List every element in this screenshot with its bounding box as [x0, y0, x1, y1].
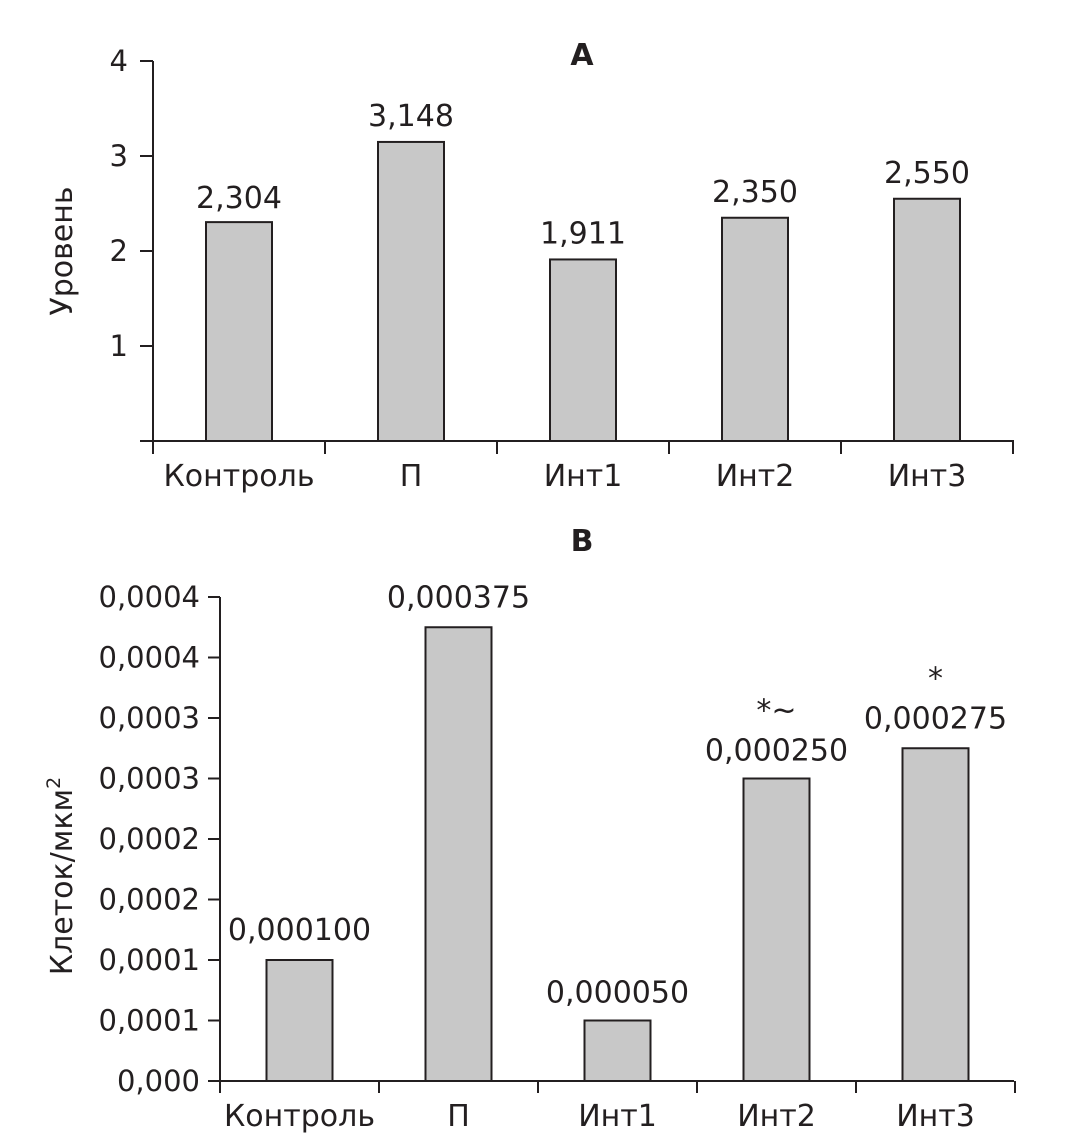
panel-a-data-label: 2,350: [712, 175, 798, 210]
panel-a-category-label: Инт1: [544, 459, 623, 494]
panel-a-data-labels: 2,304 3,148 1,911 2,350 2,550: [196, 99, 970, 252]
panel-a-bar: [721, 216, 789, 442]
panel-b-bars: [265, 626, 970, 1082]
panel-a-y-axis-label: Уровень: [45, 186, 80, 315]
panel-a-bars: [205, 140, 961, 442]
panel-a-data-label: 2,304: [196, 181, 282, 216]
panel-b-data-label: 0,000250: [705, 734, 848, 769]
panel-b-x-ticks: [219, 1081, 1016, 1093]
panel-b-title: B: [571, 524, 594, 559]
panel-b-annotations: *~ *: [756, 661, 943, 728]
panel-b-category-label: Инт3: [896, 1099, 975, 1134]
panel-a-y-tick-label: 3: [110, 139, 128, 173]
panel-a-category-label: П: [400, 459, 423, 494]
panel-b-y-axis-label-text: Клеток/мкм: [45, 789, 80, 975]
panel-a-data-label: 2,550: [884, 156, 970, 191]
panel-b-bar: [583, 1019, 652, 1082]
panel-b-y-tick-label: 0,0004: [99, 641, 200, 675]
panel-a-chart: A Уровень 1 2 3 4 2,304 3,148 1,911 2,350 2,550…: [45, 38, 1014, 494]
panel-a-bar: [549, 258, 617, 442]
panel-b-significance-marker: *~: [756, 694, 796, 729]
panel-a-x-ticks: [152, 441, 1014, 454]
panel-b-bar: [265, 959, 334, 1082]
panel-b-bar: [901, 747, 970, 1082]
panel-a-category-label: Инт2: [716, 459, 795, 494]
panel-a-bar: [893, 197, 961, 442]
panel-b-data-label: 0,000275: [864, 701, 1007, 736]
panel-a-y-tick-label: 1: [110, 329, 128, 363]
panel-b-category-labels: Контроль П Инт1 Инт2 Инт3: [224, 1099, 975, 1134]
panel-a-category-label: Инт3: [888, 459, 967, 494]
panel-a-data-label: 3,148: [368, 99, 454, 134]
panel-b-y-tick-label: 0,0001: [99, 943, 200, 977]
panel-b-y-tick-label: 0,000: [117, 1064, 200, 1098]
panel-b-y-ticks: 0,000 0,0001 0,0001 0,0002 0,0002 0,0003 0,000…: [99, 580, 220, 1098]
panel-b-y-tick-label: 0,0001: [99, 1004, 200, 1038]
panel-a-data-label: 1,911: [540, 216, 626, 251]
panel-b-bar: [742, 777, 811, 1082]
panel-b-y-tick-label: 0,0002: [99, 822, 200, 856]
panel-a-y-tick-label: 4: [110, 44, 128, 78]
panel-b-category-label: Инт1: [578, 1099, 657, 1134]
panel-b-category-label: П: [447, 1099, 470, 1134]
panel-a-category-label: Контроль: [164, 459, 315, 494]
panel-b-data-label: 0,000050: [546, 976, 689, 1011]
panel-b-y-tick-label: 0,0002: [99, 883, 200, 917]
panel-a-category-labels: Контроль П Инт1 Инт2 Инт3: [164, 459, 967, 494]
panel-b-bar: [424, 626, 493, 1082]
panel-a-bar: [377, 140, 445, 442]
panel-b-category-label: Инт2: [737, 1099, 816, 1134]
panel-b-y-tick-label: 0,0003: [99, 762, 200, 796]
panel-b-category-label: Контроль: [224, 1099, 375, 1134]
panel-a-y-tick-label: 2: [110, 234, 128, 268]
panel-b-data-label: 0,000100: [228, 913, 371, 948]
panel-b-y-axis-label-superscript: 2: [43, 777, 65, 789]
panel-a-y-ticks: 1 2 3 4: [110, 44, 153, 363]
panel-b-chart: B Клеток/мкм2 0,0000,00010,00010,00020,0…: [43, 524, 1016, 1134]
panel-b-data-labels: 0,000100 0,000375 0,000050 0,000250 0,000275: [228, 580, 1007, 1010]
panel-a-bar: [205, 221, 273, 442]
panel-b-data-label: 0,000375: [387, 580, 530, 615]
panel-a-title: A: [570, 38, 594, 73]
panel-b-significance-marker: *: [928, 661, 943, 696]
panel-b-y-axis-label: Клеток/мкм2: [43, 777, 80, 975]
panel-b-y-tick-label: 0,0004: [99, 580, 200, 614]
panel-b-y-tick-label: 0,0003: [99, 701, 200, 735]
